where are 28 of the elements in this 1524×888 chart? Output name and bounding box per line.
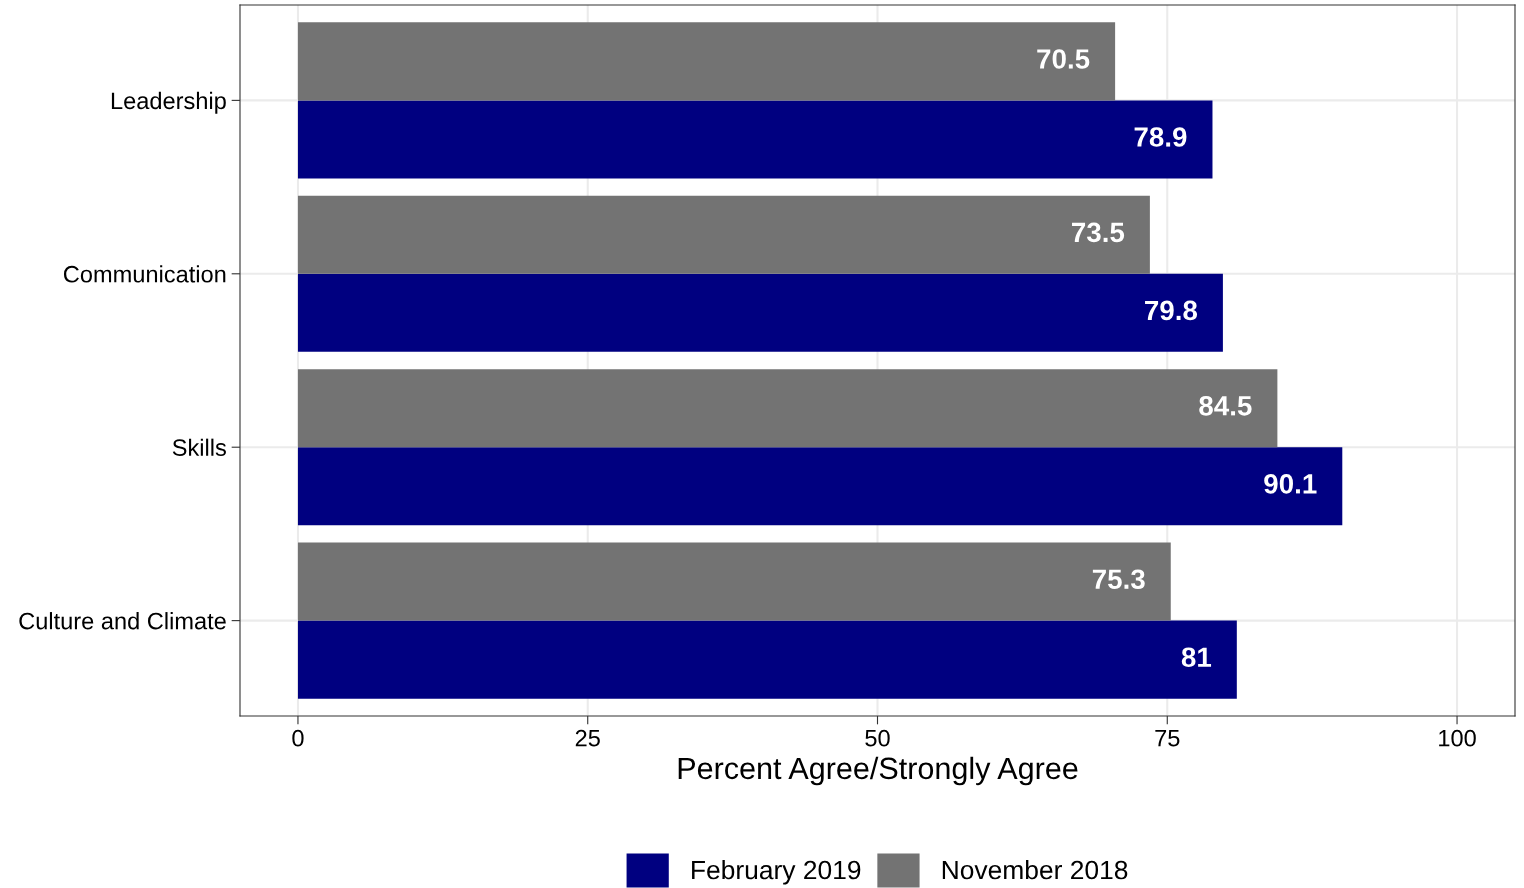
x-axis-title: Percent Agree/Strongly Agree: [678, 756, 1078, 786]
y-tick-label: Skills: [172, 438, 226, 456]
data-label: 73.5: [1072, 222, 1125, 243]
bar: [297, 22, 1116, 101]
bar: [297, 542, 1171, 621]
y-tick-label: Leadership: [111, 91, 226, 114]
bar: [297, 369, 1278, 448]
data-label: 81: [1181, 647, 1212, 668]
x-tick-label: 25: [575, 729, 600, 747]
data-label: 78.9: [1134, 127, 1187, 147]
y-tick-label: Culture and Climate: [19, 612, 226, 630]
y-tick-label: Communication: [63, 265, 226, 283]
data-label: 90.1: [1264, 474, 1317, 494]
data-label: 84.5: [1199, 395, 1252, 416]
data-label: 70.5: [1037, 49, 1090, 69]
x-tick-label: 0: [292, 729, 304, 747]
x-tick-label: 100: [1439, 729, 1476, 747]
bar: [297, 447, 1343, 526]
data-label: 79.8: [1145, 300, 1198, 321]
bar: [297, 195, 1150, 274]
x-tick-label: 75: [1155, 730, 1180, 747]
bar: [297, 620, 1237, 699]
x-tick-label: 50: [865, 729, 890, 747]
bar: [297, 273, 1223, 352]
legend-label: February 2019: [692, 859, 861, 885]
bar: [297, 100, 1213, 179]
legend-label: November 2018: [942, 859, 1128, 880]
data-label: 75.3: [1092, 569, 1145, 590]
